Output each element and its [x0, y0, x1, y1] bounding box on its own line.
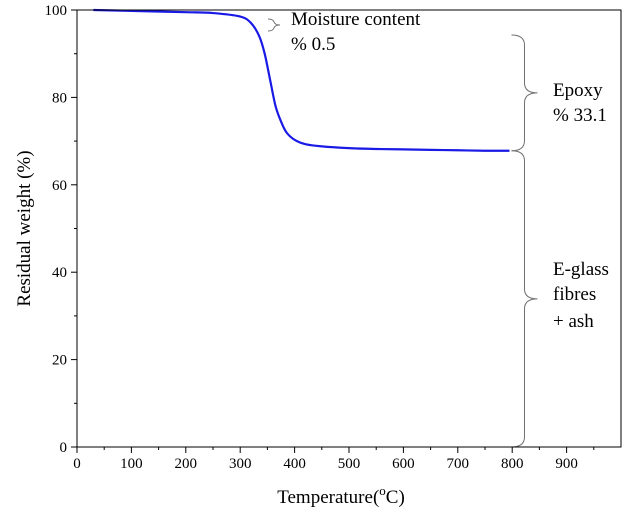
y-tick-label: 40 [52, 265, 67, 281]
x-tick-label: 100 [120, 456, 143, 472]
x-axis-title: Temperature(oC) [277, 483, 405, 508]
brace [511, 34, 538, 152]
x-tick-label: 700 [447, 456, 470, 472]
brace [511, 150, 538, 448]
y-tick-label: 20 [52, 353, 67, 369]
y-tick-label: 80 [52, 90, 67, 106]
annotation-glass-line-1: E-glass [553, 259, 609, 280]
x-axis-title-superscript: o [379, 483, 386, 498]
y-tick-label: 0 [60, 440, 68, 456]
x-axis-title-main: Temperature( [277, 487, 379, 508]
x-axis: 0 100 200 300 400 500 600 700 800 900 [73, 447, 595, 472]
x-tick-label: 400 [283, 456, 306, 472]
brace-small [267, 18, 281, 32]
annotation-braces [267, 18, 538, 448]
annotation-epoxy-line-1: Epoxy [553, 80, 603, 101]
y-tick-label: 60 [52, 178, 67, 194]
annotation-moisture-line-1: Moisture content [291, 9, 421, 30]
x-tick-label: 500 [338, 456, 361, 472]
x-tick-label: 600 [392, 456, 415, 472]
x-tick-label: 300 [229, 456, 252, 472]
x-tick-label: 900 [555, 456, 578, 472]
series-line [93, 8, 510, 152]
y-axis-title: Residual weight (%) [14, 150, 35, 306]
y-tick-label: 100 [45, 3, 68, 19]
x-axis-title-end: C) [386, 487, 405, 508]
annotation-glass-line-2: fibres [553, 284, 596, 305]
annotation-epoxy-line-2: % 33.1 [553, 105, 607, 126]
x-tick-label: 0 [73, 456, 81, 472]
x-tick-label: 800 [501, 456, 524, 472]
x-tick-label: 200 [175, 456, 198, 472]
y-axis: 0 20 40 60 80 100 [45, 3, 77, 456]
annotation-moisture-line-2: % 0.5 [291, 34, 335, 55]
annotation-glass-line-3: + ash [553, 311, 594, 332]
series-layer [93, 8, 510, 152]
